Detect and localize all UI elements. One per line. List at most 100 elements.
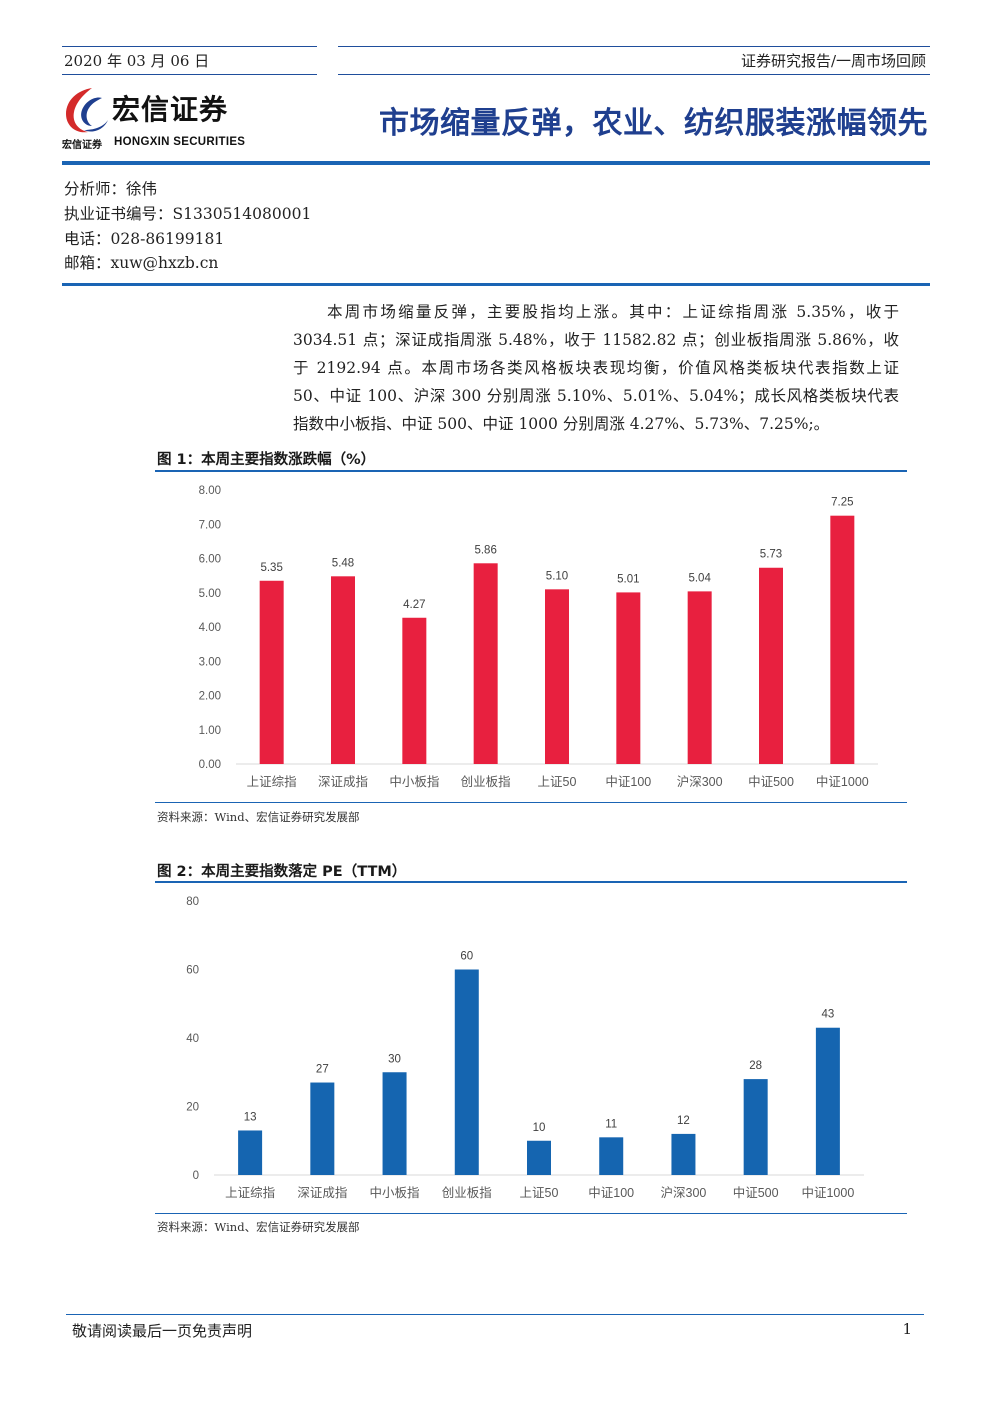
- figure-1-caption: 图 1：本周主要指数涨跌幅（%）: [157, 452, 376, 468]
- x-category-label: 深证成指: [318, 774, 368, 789]
- x-category-label: 沪深300: [677, 775, 723, 789]
- bar: [473, 563, 498, 764]
- logo-name-cn: 宏信证券: [112, 93, 229, 126]
- data-label: 11: [605, 1118, 617, 1130]
- bar: [830, 515, 855, 764]
- logo-swirl-icon: [66, 88, 108, 133]
- summary-line: 于 2192.94 点。本周市场各类风格板块表现均衡，价值风格类板块代表指数上证: [293, 359, 899, 377]
- x-category-label: 中证1000: [816, 774, 869, 789]
- figure-1-bottom-rule: [155, 802, 907, 803]
- header-rule-left-bottom: [62, 74, 317, 75]
- company-logo: 宏信证券 宏信证券 HONGXIN SECURITIES: [62, 84, 272, 154]
- bar: [759, 567, 783, 764]
- y-tick-label: 80: [186, 896, 199, 908]
- y-tick-label: 3.00: [199, 656, 221, 668]
- bar: [545, 589, 569, 764]
- x-category-label: 中证500: [748, 774, 794, 789]
- report-title: 市场缩量反弹，农业、纺织服装涨幅领先: [379, 106, 928, 141]
- figure-2-chart: 0 20 40 60 80 13 27 30 60 10 11 12 28 43 上证综指 深证成指 中小板…: [186, 896, 864, 1200]
- bar: [382, 1072, 407, 1175]
- x-category-label: 上证50: [520, 1186, 559, 1200]
- bar: [310, 1082, 335, 1175]
- analyst-phone: 电话：028-86199181: [64, 230, 225, 248]
- report-type: 证券研究报告/一周市场回顾: [740, 52, 926, 70]
- data-label: 60: [460, 951, 473, 963]
- summary-line: 3034.51 点；深证成指周涨 5.48%，收于 11582.82 点；创业板…: [293, 331, 899, 349]
- bar: [743, 1079, 768, 1175]
- bar: [671, 1133, 696, 1175]
- figure-1-source: 资料来源：Wind、宏信证券研究发展部: [157, 810, 360, 824]
- bar: [616, 592, 641, 764]
- bar: [687, 591, 712, 764]
- y-tick-label: 4.00: [199, 622, 221, 634]
- analyst-email: 邮箱：xuw@hxzb.cn: [64, 254, 219, 272]
- data-label: 7.25: [831, 497, 853, 509]
- figure-2-top-rule: [155, 881, 907, 883]
- footer-disclaimer: 敬请阅读最后一页免责声明: [72, 1322, 253, 1340]
- footer-rule: [66, 1314, 924, 1315]
- y-tick-label: 40: [186, 1033, 199, 1045]
- x-category-label: 中证1000: [801, 1185, 854, 1200]
- x-category-label: 中证100: [605, 774, 651, 789]
- summary-line: 50、中证 100、沪深 300 分别周涨 5.10%、5.01%、5.04%；…: [293, 387, 899, 405]
- x-category-label: 创业板指: [442, 1185, 492, 1200]
- x-category-label: 上证综指: [247, 774, 297, 789]
- data-label: 28: [749, 1060, 762, 1072]
- y-tick-label: 6.00: [199, 554, 221, 566]
- data-label: 5.86: [474, 544, 496, 556]
- bar: [238, 1130, 263, 1175]
- report-date: 2020 年 03 月 06 日: [64, 52, 210, 70]
- figure-2-caption: 图 2：本周主要指数落定 PE（TTM）: [157, 864, 407, 880]
- data-label: 43: [821, 1009, 834, 1021]
- bar: [259, 580, 284, 764]
- figure-2-source: 资料来源：Wind、宏信证券研究发展部: [157, 1220, 360, 1234]
- analyst-name: 分析师：徐伟: [64, 180, 158, 198]
- figure-1-chart: 0.00 1.00 2.00 3.00 4.00 5.00 6.00 7.00 8.00 5.3…: [199, 485, 878, 789]
- x-category-label: 中小板指: [389, 774, 439, 789]
- analyst-rule: [62, 283, 930, 286]
- y-tick-label: 20: [186, 1102, 199, 1114]
- x-category-label: 中证100: [588, 1185, 634, 1200]
- y-tick-label: 0.00: [199, 759, 221, 771]
- y-tick-label: 7.00: [199, 519, 221, 531]
- data-label: 13: [244, 1111, 257, 1123]
- page-number: 1: [902, 1320, 912, 1338]
- x-category-label: 中证500: [733, 1185, 779, 1200]
- data-label: 5.73: [760, 549, 782, 561]
- logo-small-name-cn: 宏信证券: [62, 140, 102, 151]
- summary-line: 指数中小板指、中证 500、中证 1000 分别周涨 4.27%、5.73%、7…: [293, 415, 830, 433]
- figure-2-bottom-rule: [155, 1213, 907, 1214]
- x-category-label: 上证50: [538, 775, 577, 789]
- summary-paragraph: 本周市场缩量反弹，主要股指均上涨。其中：上证综指周涨 5.35%，收于 3034…: [293, 298, 899, 438]
- bar: [331, 576, 355, 764]
- bar: [599, 1137, 624, 1175]
- y-tick-label: 1.00: [199, 725, 221, 737]
- bar: [402, 617, 427, 764]
- data-label: 5.35: [260, 562, 282, 574]
- bar: [527, 1140, 551, 1175]
- x-category-label: 创业板指: [461, 774, 511, 789]
- title-rule: [62, 161, 930, 165]
- data-label: 27: [316, 1064, 329, 1076]
- x-category-label: 上证综指: [225, 1185, 275, 1200]
- x-category-label: 中小板指: [370, 1185, 420, 1200]
- x-category-label: 沪深300: [661, 1186, 707, 1200]
- data-label: 5.01: [617, 573, 639, 585]
- y-tick-label: 2.00: [199, 691, 221, 703]
- bar: [815, 1027, 840, 1175]
- data-label: 30: [388, 1053, 401, 1065]
- x-category-label: 深证成指: [297, 1185, 347, 1200]
- header-rule-right-top: [338, 46, 930, 47]
- data-label: 12: [677, 1115, 690, 1127]
- data-label: 5.10: [546, 570, 568, 582]
- analyst-license: 执业证书编号：S1330514080001: [64, 205, 312, 223]
- header-rule-left-top: [62, 46, 317, 47]
- summary-line: 本周市场缩量反弹，主要股指均上涨。其中：上证综指周涨 5.35%，收于: [327, 303, 899, 321]
- bar: [454, 969, 479, 1175]
- data-label: 10: [533, 1122, 546, 1134]
- header-rule-right-bottom: [338, 74, 930, 75]
- data-label: 5.04: [688, 572, 711, 584]
- y-tick-label: 0: [193, 1170, 199, 1182]
- data-label: 4.27: [403, 599, 425, 611]
- figure-1-top-rule: [155, 470, 907, 472]
